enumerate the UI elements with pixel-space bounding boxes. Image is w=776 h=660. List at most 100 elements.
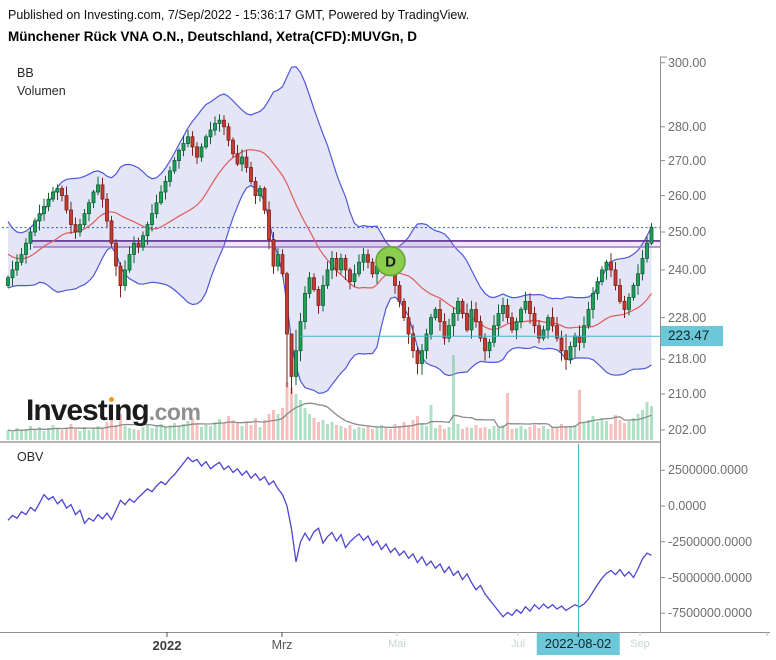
candle-body — [519, 309, 523, 323]
logo-suffix: .com — [148, 399, 201, 425]
volume-bar — [461, 429, 464, 440]
volume-bar — [438, 425, 442, 440]
volume-bar — [429, 405, 433, 440]
candle-body — [424, 333, 429, 352]
indicator-label-bb[interactable]: BB — [17, 66, 34, 80]
price-tick-label: 228.00 — [668, 310, 707, 325]
candle-body — [411, 333, 415, 352]
volume-bar — [281, 408, 284, 440]
candle-body — [172, 160, 177, 172]
volume-bar — [267, 414, 271, 440]
volume-bar — [641, 410, 644, 440]
volume-bar — [146, 425, 149, 440]
volume-bar — [51, 425, 55, 440]
bb-fill — [8, 66, 652, 394]
volume-bar — [578, 390, 581, 440]
volume-bar — [6, 430, 10, 440]
candle-body — [42, 205, 46, 215]
indicator-label-obv[interactable]: OBV — [17, 450, 44, 464]
volume-bar — [96, 426, 100, 440]
volume-bar — [555, 428, 559, 440]
candle-body — [150, 213, 154, 226]
volume-bar — [519, 426, 523, 440]
volume-bar — [330, 422, 334, 440]
volume-bar — [47, 428, 50, 440]
volume-bar — [254, 418, 257, 440]
candle-body — [132, 242, 136, 255]
volume-bar — [177, 426, 181, 440]
volume-bar — [321, 420, 325, 440]
candle-body — [213, 123, 217, 131]
candle-body — [307, 277, 312, 294]
volume-bar — [78, 431, 82, 440]
time-tick-minor-label: Sep — [630, 638, 650, 650]
candle-body — [370, 261, 375, 275]
candle-body — [123, 269, 127, 286]
candle-body — [528, 300, 532, 314]
candle-body — [568, 346, 573, 360]
candle-body — [15, 261, 19, 271]
volume-bar — [173, 423, 176, 440]
indicator-label-volumen[interactable]: Volumen — [17, 84, 66, 98]
volume-bar — [465, 427, 469, 440]
volume-bar — [240, 426, 244, 440]
obv-tick-label: -2500000.0000 — [668, 534, 753, 549]
candle-body — [141, 235, 145, 248]
volume-bar — [614, 415, 617, 440]
obv-line — [7, 456, 652, 618]
candle-body — [267, 209, 271, 240]
candle-body — [303, 292, 307, 322]
volume-bar — [236, 423, 239, 440]
volume-bar — [452, 355, 455, 440]
volume-bar — [596, 422, 599, 440]
candle-body — [636, 273, 640, 286]
volume-bar — [524, 429, 527, 440]
price-tick-label: 270.00 — [668, 153, 707, 168]
volume-bar — [258, 427, 262, 440]
candle-body — [82, 213, 87, 226]
candle-body — [510, 317, 514, 331]
candle-body — [501, 304, 505, 314]
volume-bar — [155, 426, 158, 440]
candle-body — [627, 296, 631, 310]
volume-bar — [447, 427, 451, 440]
volume-bar — [123, 426, 127, 440]
volume-bar — [11, 432, 14, 440]
candle-body — [478, 321, 483, 339]
volume-bar — [285, 382, 289, 440]
purple-channel-fill — [33, 240, 660, 247]
logo-orange-dot-icon — [108, 397, 114, 402]
dividend-marker[interactable] — [375, 245, 406, 277]
candle-body — [109, 220, 114, 244]
candle-body — [226, 126, 231, 141]
volume-bar — [573, 425, 577, 440]
volume-bar — [483, 427, 487, 440]
volume-bar — [416, 416, 419, 440]
candle-body — [190, 136, 195, 148]
candle-body — [46, 198, 51, 207]
candle-body — [316, 289, 321, 306]
candle-body — [312, 277, 316, 290]
candle-body — [100, 184, 105, 200]
candle-body — [402, 300, 406, 318]
volume-bar — [132, 429, 136, 440]
candle-body — [91, 191, 96, 204]
candle-body — [546, 317, 550, 331]
volume-bar — [470, 428, 473, 440]
volume-bar — [456, 424, 460, 440]
candle-body — [582, 325, 586, 343]
candle-body — [595, 281, 600, 294]
candle-body — [600, 269, 604, 282]
candle-body — [330, 257, 334, 271]
volume-bar — [515, 428, 518, 440]
candle-body — [60, 188, 64, 196]
candle-body — [442, 321, 447, 339]
candle-body — [420, 350, 424, 364]
volume-bar — [582, 422, 586, 440]
volume-bar — [506, 393, 509, 440]
volume-bar — [492, 426, 496, 440]
price-tick-label: 250.00 — [668, 225, 707, 240]
volume-bar — [303, 408, 307, 440]
